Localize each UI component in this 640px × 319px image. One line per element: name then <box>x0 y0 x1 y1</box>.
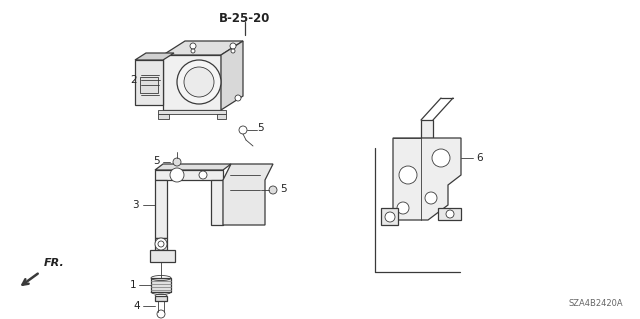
Polygon shape <box>155 238 167 250</box>
Circle shape <box>190 43 196 49</box>
Circle shape <box>230 43 236 49</box>
Circle shape <box>155 238 167 250</box>
Polygon shape <box>381 208 398 225</box>
Text: 2: 2 <box>131 75 137 85</box>
Text: SZA4B2420A: SZA4B2420A <box>568 299 623 308</box>
Circle shape <box>239 126 247 134</box>
Circle shape <box>385 212 395 222</box>
Circle shape <box>432 149 450 167</box>
Circle shape <box>177 60 221 104</box>
Text: 5: 5 <box>258 123 264 133</box>
Text: FR.: FR. <box>44 258 65 268</box>
Text: 4: 4 <box>133 301 140 311</box>
Circle shape <box>199 171 207 179</box>
Text: 5: 5 <box>154 156 160 166</box>
Text: B-25-20: B-25-20 <box>220 11 271 25</box>
Polygon shape <box>151 278 171 292</box>
Polygon shape <box>217 114 226 119</box>
Polygon shape <box>163 55 221 110</box>
Polygon shape <box>221 41 243 110</box>
Circle shape <box>191 49 195 53</box>
Polygon shape <box>158 114 169 119</box>
Polygon shape <box>211 180 223 225</box>
Polygon shape <box>155 296 167 301</box>
Circle shape <box>158 241 164 247</box>
Circle shape <box>397 202 409 214</box>
Polygon shape <box>140 77 158 93</box>
Polygon shape <box>155 164 231 170</box>
Polygon shape <box>223 164 273 225</box>
Circle shape <box>184 67 214 97</box>
Circle shape <box>446 210 454 218</box>
Circle shape <box>157 310 165 318</box>
Polygon shape <box>158 110 226 114</box>
Polygon shape <box>163 41 243 55</box>
Circle shape <box>231 49 235 53</box>
Polygon shape <box>438 208 461 220</box>
Circle shape <box>425 192 437 204</box>
Polygon shape <box>155 180 167 238</box>
Polygon shape <box>135 53 174 60</box>
Circle shape <box>235 95 241 101</box>
Text: 1: 1 <box>129 280 136 290</box>
Text: 6: 6 <box>476 153 483 163</box>
Polygon shape <box>393 138 461 220</box>
Text: 3: 3 <box>132 200 139 210</box>
Circle shape <box>170 168 184 182</box>
Polygon shape <box>135 60 163 105</box>
Circle shape <box>399 166 417 184</box>
Circle shape <box>173 158 181 166</box>
Polygon shape <box>421 120 433 138</box>
Polygon shape <box>150 250 175 262</box>
Text: 5: 5 <box>280 184 287 194</box>
Polygon shape <box>155 170 223 180</box>
Circle shape <box>269 186 277 194</box>
